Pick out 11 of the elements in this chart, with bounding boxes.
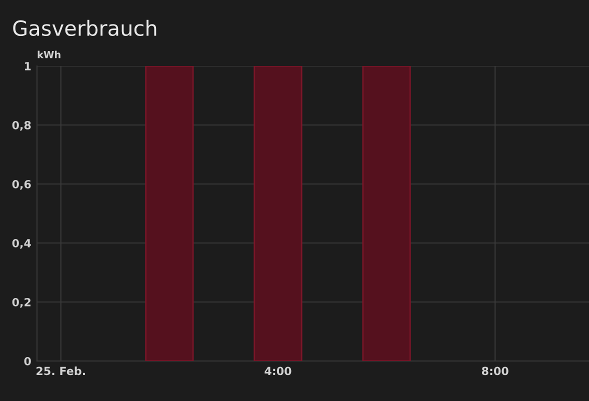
y-tick-label: 0,8 [12, 120, 31, 131]
x-tick-label: 25. Feb. [36, 366, 85, 376]
chart-title: Gasverbrauch [13, 20, 156, 36]
y-tick-label: 0,6 [12, 180, 31, 190]
y-tick-label: 1 [24, 62, 31, 70]
y-axis-title: kWh [38, 50, 60, 58]
y-tick-label: 0,4 [12, 238, 31, 249]
y-tick-label: 0 [24, 356, 31, 366]
y-tick-label: 0,2 [12, 298, 30, 308]
x-tick-label: 4:00 [264, 366, 292, 376]
x-tick-label: 8:00 [482, 366, 508, 376]
